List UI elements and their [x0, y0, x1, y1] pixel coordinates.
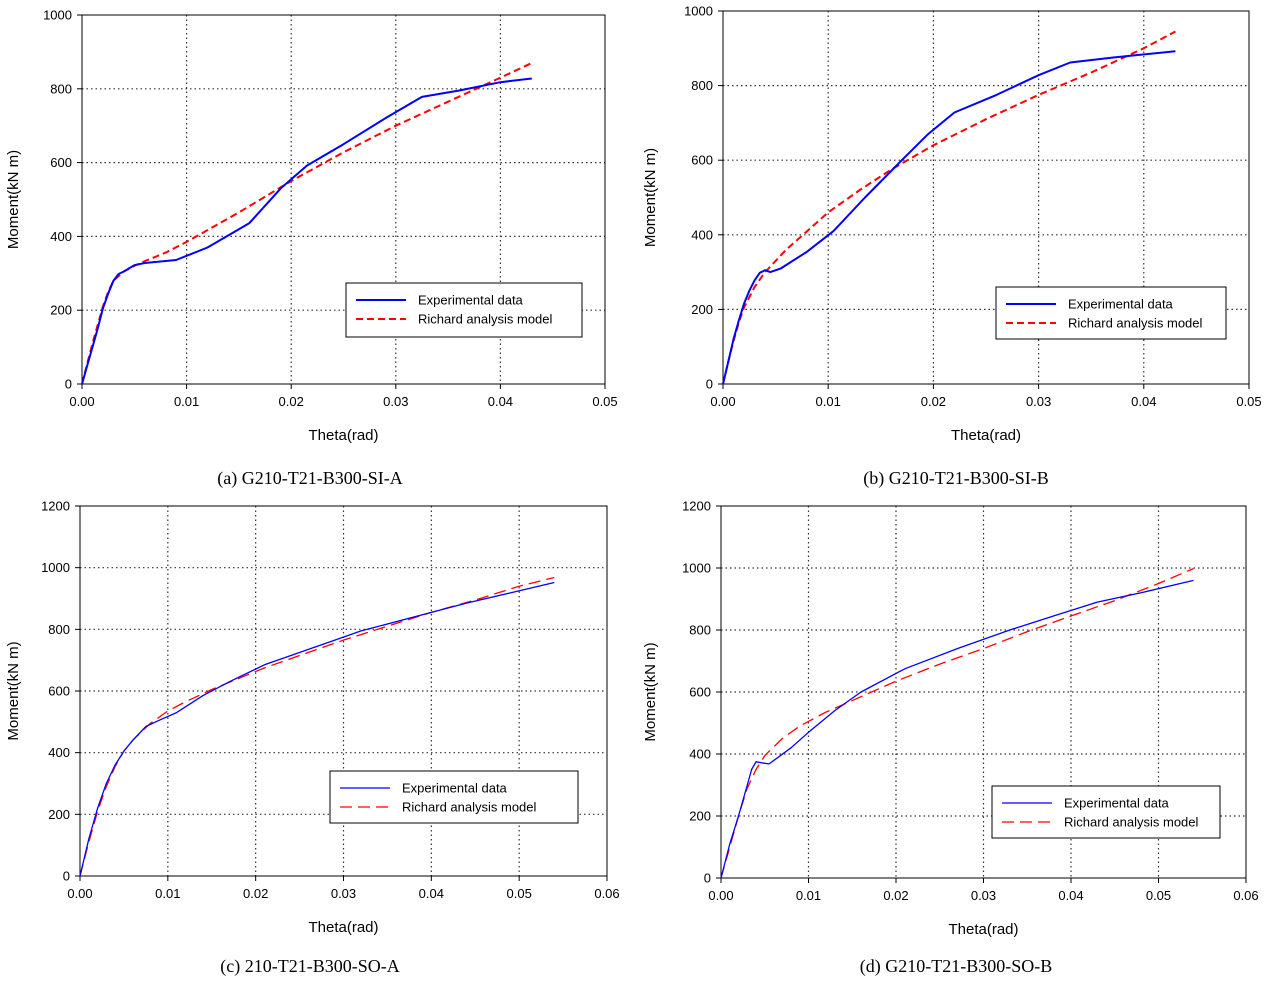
y-tick-label: 1000: [41, 560, 70, 575]
experimental-data-line: [722, 50, 1176, 385]
x-tick-label: 0.05: [1146, 888, 1171, 903]
x-tick-label: 0.00: [69, 394, 94, 409]
legend-label: Experimental data: [1064, 796, 1170, 811]
y-tick-label: 400: [48, 745, 70, 760]
legend-label: Richard analysis model: [1068, 316, 1203, 331]
y-tick-label: 800: [691, 78, 713, 93]
x-tick-label: 0.00: [67, 886, 92, 901]
y-tick-label: 0: [65, 377, 72, 392]
legend-label: Richard analysis model: [418, 312, 553, 327]
legend-label: Richard analysis model: [1064, 815, 1199, 830]
x-tick-label: 0.05: [507, 886, 532, 901]
y-tick-label: 1200: [41, 499, 70, 514]
y-tick-label: 1000: [43, 8, 72, 23]
x-tick-label: 0.04: [419, 886, 444, 901]
legend-box: [345, 282, 583, 338]
y-axis-label: Moment(kN m): [5, 150, 22, 249]
x-tick-label: 0.02: [279, 394, 304, 409]
x-tick-label: 0.03: [1026, 394, 1051, 409]
y-tick-label: 800: [48, 622, 70, 637]
chart-b-svg: 0.00 0.01 0.02 0.03 0.04 0.05 0 200 400 600 800 100…: [642, 4, 1262, 445]
x-tick-label: 0.04: [1058, 888, 1083, 903]
x-tick-label: 0.02: [243, 886, 268, 901]
y-tick-label: 1000: [684, 4, 713, 19]
x-tick-label: 0.00: [710, 394, 735, 409]
y-tick-label: 600: [691, 153, 713, 168]
y-tick-label: 200: [50, 303, 72, 318]
y-tick-label: 200: [48, 807, 70, 822]
y-axis-label: Moment(kN m): [642, 642, 659, 741]
experimental-data-line: [79, 581, 555, 877]
y-tick-label: 200: [691, 302, 713, 317]
x-tick-label: 0.02: [883, 888, 908, 903]
x-tick-label: 0.06: [594, 886, 619, 901]
x-axis-label: Theta(rad): [308, 427, 378, 444]
experimental-data-line: [81, 77, 532, 385]
legend-label: Experimental data: [418, 293, 524, 308]
x-axis-label: Theta(rad): [308, 919, 378, 936]
legend-box: [329, 770, 579, 824]
plot-frame: [722, 10, 1250, 385]
x-tick-label: 0.03: [971, 888, 996, 903]
y-tick-label: 600: [50, 155, 72, 170]
legend-label: Experimental data: [1068, 297, 1174, 312]
chart-c-svg: 0.00 0.01 0.02 0.03 0.04 0.05 0.06 0 200 400 600 80…: [5, 499, 620, 937]
experimental-data-line: [720, 579, 1194, 879]
plot-frame: [81, 14, 606, 385]
chart-a-svg: 0.00 0.01 0.02 0.03 0.04 0.05 0 200 400 600 800 100…: [5, 8, 618, 445]
y-tick-label: 1000: [682, 561, 711, 576]
x-tick-label: 0.04: [1131, 394, 1156, 409]
caption-a: (a) G210-T21-B300-SI-A: [217, 468, 403, 488]
y-tick-label: 400: [691, 227, 713, 242]
y-tick-label: 0: [704, 871, 711, 886]
chart-d-svg: 0.00 0.01 0.02 0.03 0.04 0.05 0.06 0 200 400 600 80…: [642, 499, 1259, 939]
y-axis-label: Moment(kN m): [5, 641, 22, 740]
y-tick-label: 400: [689, 747, 711, 762]
x-tick-label: 0.05: [1236, 394, 1261, 409]
y-tick-label: 800: [689, 623, 711, 638]
caption-d: (d) G210-T21-B300-SO-B: [859, 956, 1053, 976]
richard-model-line: [722, 30, 1176, 385]
x-tick-label: 0.04: [488, 394, 513, 409]
x-tick-label: 0.06: [1233, 888, 1258, 903]
y-tick-label: 800: [50, 81, 72, 96]
y-tick-label: 0: [706, 377, 713, 392]
x-tick-label: 0.03: [331, 886, 356, 901]
x-tick-label: 0.05: [592, 394, 617, 409]
y-tick-label: 0: [63, 869, 70, 884]
richard-model-line: [79, 576, 555, 877]
x-tick-label: 0.01: [155, 886, 180, 901]
y-tick-label: 600: [48, 684, 70, 699]
y-tick-label: 600: [689, 685, 711, 700]
legend-box: [991, 785, 1221, 839]
legend-box: [995, 286, 1227, 340]
x-axis-label: Theta(rad): [948, 921, 1018, 938]
y-tick-label: 200: [689, 809, 711, 824]
x-tick-label: 0.02: [921, 394, 946, 409]
y-tick-label: 400: [50, 229, 72, 244]
x-tick-label: 0.01: [796, 888, 821, 903]
x-tick-label: 0.01: [174, 394, 199, 409]
x-tick-label: 0.01: [816, 394, 841, 409]
x-tick-label: 0.00: [708, 888, 733, 903]
x-tick-label: 0.03: [383, 394, 408, 409]
x-axis-label: Theta(rad): [951, 427, 1021, 444]
legend-label: Richard analysis model: [402, 800, 537, 815]
y-tick-label: 1200: [682, 499, 711, 514]
caption-b: (b) G210-T21-B300-SI-B: [863, 468, 1049, 488]
legend-label: Experimental data: [402, 781, 508, 796]
caption-c: (c) 210-T21-B300-SO-A: [220, 956, 400, 976]
y-axis-label: Moment(kN m): [642, 148, 659, 247]
